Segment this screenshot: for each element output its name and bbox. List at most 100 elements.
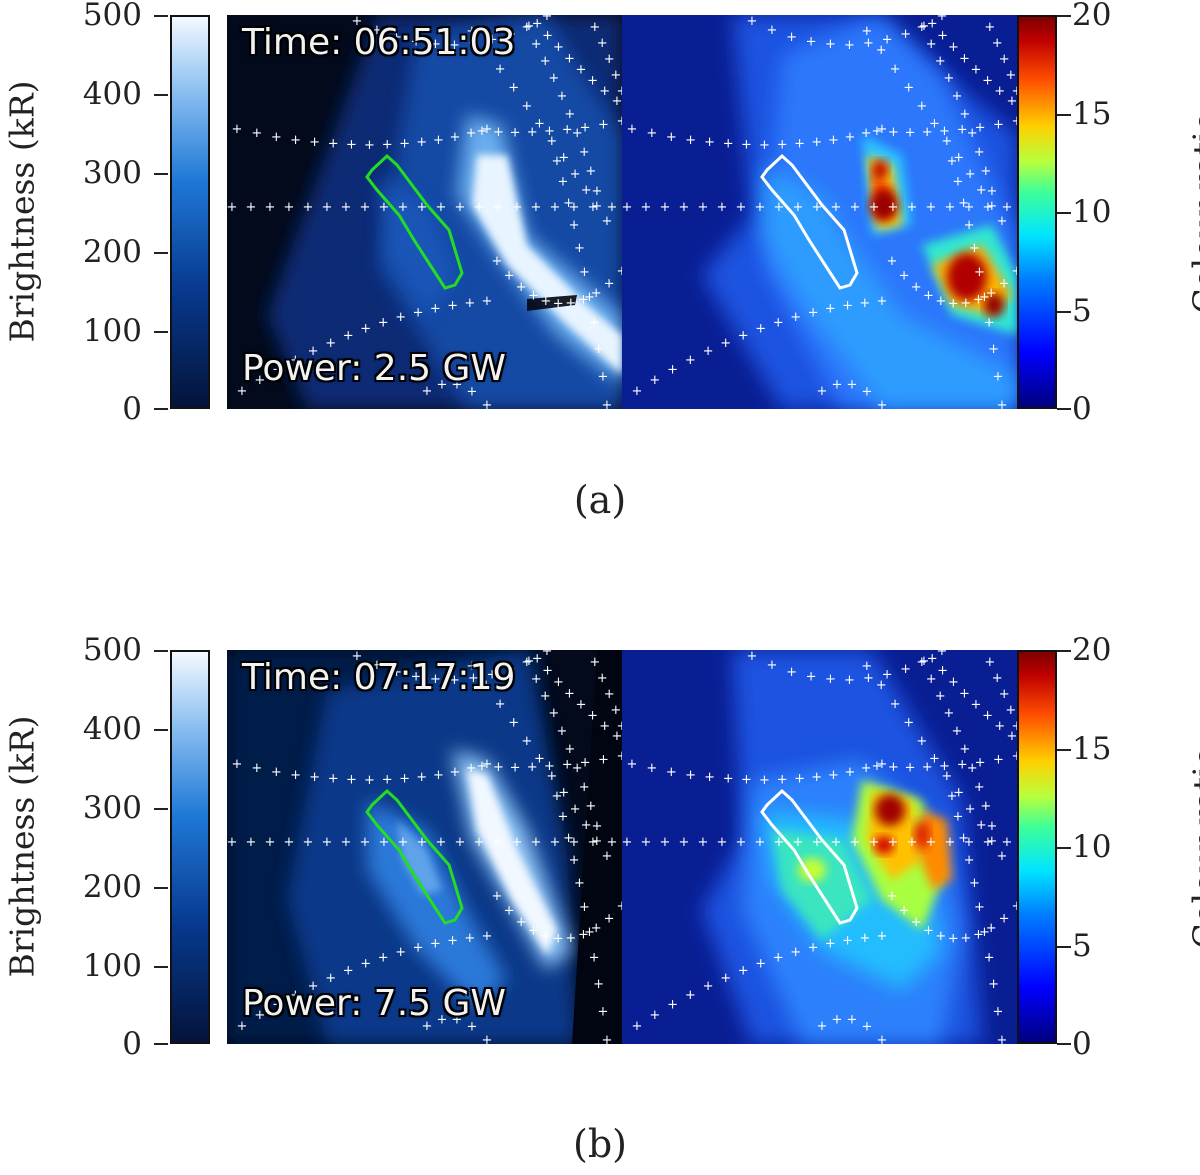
grid-marker: + xyxy=(542,28,553,43)
grid-marker: + xyxy=(422,1019,433,1034)
grid-marker: + xyxy=(666,130,677,145)
grid-marker: + xyxy=(617,264,622,279)
grid-marker: + xyxy=(703,344,714,359)
grid-marker: + xyxy=(811,770,822,785)
grid-marker: + xyxy=(975,120,986,135)
grid-marker: + xyxy=(911,280,922,295)
grid-marker: + xyxy=(563,831,574,846)
grid-marker: + xyxy=(422,384,433,399)
grid-marker: + xyxy=(523,19,534,34)
grid-marker: + xyxy=(565,931,576,946)
grid-marker: + xyxy=(584,925,595,940)
grid-marker: + xyxy=(877,757,888,772)
grid-marker: + xyxy=(941,134,952,149)
grid-marker: + xyxy=(738,963,749,978)
grid-marker: + xyxy=(553,675,564,690)
tick-mark xyxy=(154,408,168,410)
tick-mark xyxy=(1057,311,1071,313)
grid-marker: + xyxy=(964,853,975,868)
grid-marker: + xyxy=(528,924,539,939)
grid-marker: + xyxy=(569,200,580,215)
tick-mark xyxy=(154,966,168,968)
brightness-tick-400: 400 xyxy=(82,76,142,112)
grid-marker: + xyxy=(474,835,485,850)
grid-marker: + xyxy=(467,1019,478,1034)
grid-marker: + xyxy=(548,71,559,86)
grid-marker: + xyxy=(960,931,971,946)
grid-marker: + xyxy=(510,760,521,775)
grid-marker: + xyxy=(907,650,918,654)
grid-marker: + xyxy=(825,302,836,317)
grid-marker: + xyxy=(528,289,539,304)
grid-marker: + xyxy=(817,1019,828,1034)
tick-mark xyxy=(154,331,168,333)
grid-marker: + xyxy=(521,20,532,35)
grid-marker: + xyxy=(593,342,604,357)
grid-marker: + xyxy=(617,719,622,734)
grid-marker: + xyxy=(1005,703,1016,718)
brightness-tick-100: 100 xyxy=(82,948,142,984)
grid-marker: + xyxy=(935,294,946,309)
grid-marker: + xyxy=(303,200,314,215)
grid-marker: + xyxy=(794,772,805,787)
grid-marker: + xyxy=(845,130,856,145)
grid-marker: + xyxy=(589,316,600,331)
grid-marker: + xyxy=(953,151,964,166)
grid-marker: + xyxy=(736,835,747,850)
grid-marker: + xyxy=(574,876,585,891)
grid-marker: + xyxy=(591,834,602,849)
grid-marker: + xyxy=(660,200,671,215)
grid-marker: + xyxy=(646,126,657,141)
grid-marker: + xyxy=(960,296,971,311)
grid-marker: + xyxy=(832,377,843,392)
brightness-axis-label: Brightness (kR) xyxy=(2,715,42,978)
grid-marker: + xyxy=(512,650,523,654)
grid-marker: + xyxy=(584,290,595,305)
grid-marker: + xyxy=(986,199,997,214)
grid-marker: + xyxy=(907,835,918,850)
grid-marker: + xyxy=(777,138,788,153)
grid-marker: + xyxy=(917,15,928,19)
grid-marker: + xyxy=(832,1012,843,1027)
grid-marker: + xyxy=(271,130,282,145)
grid-marker: + xyxy=(575,63,586,78)
grid-marker: + xyxy=(926,200,937,215)
grid-marker: + xyxy=(325,336,336,351)
grid-marker: + xyxy=(569,853,580,868)
grid-marker: + xyxy=(817,384,828,399)
grid-marker: + xyxy=(1012,84,1017,99)
grid-marker: + xyxy=(382,773,393,788)
grid-marker: + xyxy=(876,678,887,693)
grid-marker: + xyxy=(994,84,1005,99)
grid-marker: + xyxy=(861,659,872,674)
grid-marker: + xyxy=(979,925,990,940)
grid-marker: + xyxy=(649,373,660,388)
grid-marker: + xyxy=(999,52,1010,67)
grid-marker: + xyxy=(487,33,498,48)
grid-marker: + xyxy=(741,138,752,153)
grid-marker: + xyxy=(980,799,991,814)
grid-marker: + xyxy=(516,280,527,295)
grid-marker: + xyxy=(411,35,422,50)
brightness-tick-0: 0 xyxy=(122,391,142,427)
grid-marker: + xyxy=(806,670,817,685)
grid-marker: + xyxy=(859,296,870,311)
grid-marker: + xyxy=(548,706,559,721)
grid-marker: + xyxy=(888,200,899,215)
grid-marker: + xyxy=(449,38,460,53)
grid-marker: + xyxy=(850,200,861,215)
grid-marker: + xyxy=(604,912,615,927)
grid-marker: + xyxy=(890,697,901,712)
brightness-tick-300: 300 xyxy=(82,790,142,826)
grid-marker: + xyxy=(927,651,938,666)
grid-marker: + xyxy=(542,15,553,24)
grid-marker: + xyxy=(612,94,622,109)
grid-marker: + xyxy=(575,698,586,713)
grid-marker: + xyxy=(482,929,493,944)
grid-marker: + xyxy=(859,931,870,946)
grid-marker: + xyxy=(272,998,283,1013)
grid-marker: + xyxy=(986,286,997,301)
grid-marker: + xyxy=(759,138,770,153)
grid-marker: + xyxy=(607,835,618,850)
grid-marker: + xyxy=(572,126,583,141)
